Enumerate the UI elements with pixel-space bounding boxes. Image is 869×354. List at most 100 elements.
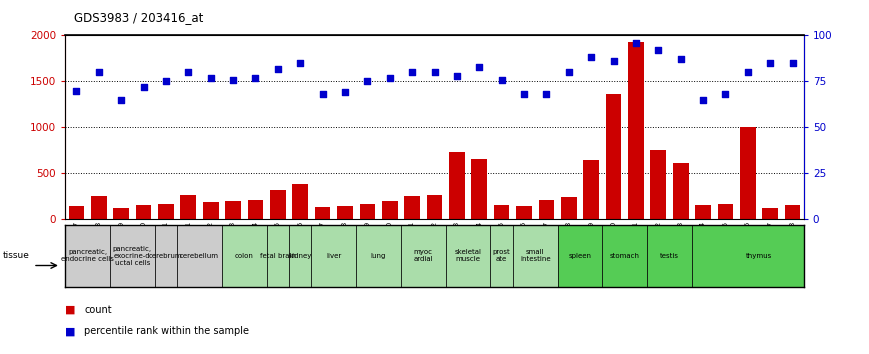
Bar — [91, 195, 107, 219]
Point — [673, 57, 687, 62]
Point — [159, 79, 173, 84]
Bar — [762, 209, 778, 219]
Bar — [695, 205, 711, 219]
Point — [361, 79, 375, 84]
Bar — [315, 207, 330, 219]
Bar — [446, 225, 490, 287]
Bar — [602, 225, 647, 287]
Point — [382, 75, 396, 81]
Point — [629, 40, 643, 46]
Bar — [270, 190, 286, 219]
Bar — [513, 225, 558, 287]
Text: spleen: spleen — [568, 253, 592, 259]
Bar — [136, 205, 151, 219]
Point — [114, 97, 128, 103]
Bar — [155, 225, 177, 287]
Text: percentile rank within the sample: percentile rank within the sample — [84, 326, 249, 336]
Bar — [692, 225, 826, 287]
Bar — [490, 225, 513, 287]
Bar — [539, 200, 554, 219]
Bar — [202, 202, 218, 219]
Point — [652, 47, 666, 53]
Bar — [401, 225, 446, 287]
Text: ■: ■ — [65, 326, 76, 336]
Bar — [561, 198, 577, 219]
Text: prost
ate: prost ate — [493, 249, 510, 262]
Text: tissue: tissue — [3, 251, 30, 260]
Point — [136, 84, 150, 90]
Bar — [404, 196, 420, 219]
Bar — [673, 163, 688, 219]
Bar — [181, 195, 196, 219]
Point — [696, 97, 710, 103]
Point — [92, 69, 106, 75]
Text: count: count — [84, 305, 112, 315]
Bar — [516, 206, 532, 219]
Bar — [113, 209, 129, 219]
Text: fetal brain: fetal brain — [260, 253, 295, 259]
Bar — [651, 149, 667, 219]
Text: pancreatic,
exocrine-d
uctal cells: pancreatic, exocrine-d uctal cells — [113, 246, 152, 266]
Point — [763, 60, 777, 66]
Text: GDS3983 / 203416_at: GDS3983 / 203416_at — [74, 11, 203, 24]
Point — [786, 60, 799, 66]
Text: lung: lung — [371, 253, 386, 259]
Bar — [267, 225, 289, 287]
Text: stomach: stomach — [610, 253, 640, 259]
Text: liver: liver — [326, 253, 342, 259]
Bar — [647, 225, 692, 287]
Point — [405, 69, 419, 75]
Text: cerebrum: cerebrum — [149, 253, 182, 259]
Bar — [583, 160, 599, 219]
Text: testis: testis — [660, 253, 679, 259]
Bar — [158, 204, 174, 219]
Bar — [360, 204, 375, 219]
Text: colon: colon — [235, 253, 254, 259]
Point — [584, 55, 598, 60]
Point — [741, 69, 755, 75]
Text: myoc
ardial: myoc ardial — [414, 249, 433, 262]
Bar — [356, 225, 401, 287]
Point — [428, 69, 441, 75]
Bar — [449, 152, 465, 219]
Text: kidney: kidney — [289, 253, 312, 259]
Text: small
intestine: small intestine — [520, 249, 551, 262]
Text: pancreatic,
endocrine cells: pancreatic, endocrine cells — [61, 249, 114, 262]
Point — [70, 88, 83, 93]
Point — [517, 91, 531, 97]
Point — [719, 91, 733, 97]
Bar — [177, 225, 222, 287]
Bar — [69, 206, 84, 219]
Bar — [248, 200, 263, 219]
Bar — [494, 205, 509, 219]
Bar — [225, 201, 241, 219]
Point — [473, 64, 487, 69]
Point — [450, 73, 464, 79]
Text: skeletal
muscle: skeletal muscle — [454, 249, 481, 262]
Bar — [222, 225, 267, 287]
Bar — [311, 225, 356, 287]
Bar — [292, 184, 308, 219]
Bar — [471, 159, 488, 219]
Bar — [740, 126, 756, 219]
Point — [203, 75, 217, 81]
Bar — [718, 204, 733, 219]
Bar — [381, 201, 398, 219]
Point — [293, 60, 307, 66]
Point — [540, 91, 554, 97]
Point — [226, 77, 240, 82]
Bar — [427, 195, 442, 219]
Point — [249, 75, 262, 81]
Bar — [628, 42, 644, 219]
Bar — [606, 94, 621, 219]
Bar — [289, 225, 311, 287]
Bar — [110, 225, 155, 287]
Point — [338, 90, 352, 95]
Point — [271, 66, 285, 72]
Point — [607, 58, 620, 64]
Bar — [337, 206, 353, 219]
Bar — [785, 205, 800, 219]
Point — [494, 77, 508, 82]
Text: ■: ■ — [65, 305, 76, 315]
Point — [182, 69, 196, 75]
